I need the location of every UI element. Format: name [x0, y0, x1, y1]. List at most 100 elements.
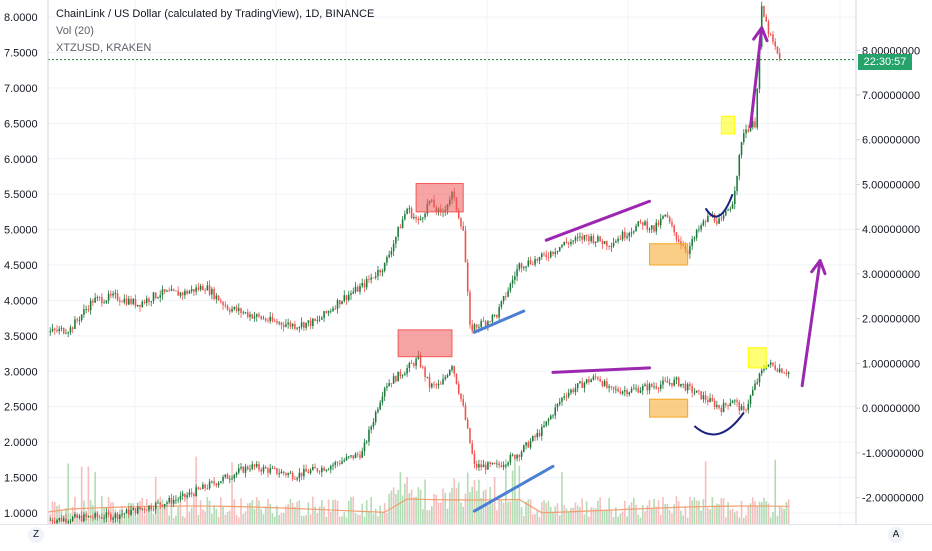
xtz-candle — [451, 366, 453, 370]
yellow-box-annotation[interactable] — [720, 115, 736, 135]
xtz-candle — [514, 454, 516, 459]
volume-bar — [190, 507, 193, 524]
volume-bar — [466, 472, 469, 524]
xtz-candle — [60, 517, 63, 522]
link-candle — [89, 300, 92, 311]
xtz-candle — [720, 407, 723, 413]
xtz-candle — [655, 386, 658, 389]
link-candle — [60, 327, 63, 329]
xtz-candle — [195, 487, 197, 497]
link-candle — [172, 289, 175, 291]
volume-bar — [664, 503, 667, 524]
xtz-candle — [184, 493, 186, 498]
link-candle — [361, 283, 364, 286]
xtz-candle — [729, 403, 732, 406]
link-candle — [175, 290, 177, 292]
link-candle — [336, 300, 339, 309]
link-candle — [769, 34, 772, 36]
purple-arrow-shaft[interactable] — [749, 26, 764, 129]
blue-trendline[interactable] — [472, 464, 555, 513]
xtz-candle — [246, 466, 249, 470]
link-candle — [635, 225, 637, 232]
xtz-candle — [386, 386, 388, 388]
xtz-candle — [273, 467, 276, 469]
navy-cup-curve[interactable] — [704, 193, 734, 218]
link-candle — [372, 277, 375, 279]
volume-bar — [249, 502, 251, 524]
blue-trendline[interactable] — [472, 309, 526, 334]
xtz-candle — [235, 472, 238, 475]
link-candle — [345, 295, 348, 301]
volume-bar — [677, 501, 680, 524]
xtz-candle — [787, 372, 790, 374]
link-candle — [381, 270, 384, 273]
volume-bar — [693, 497, 696, 524]
link-candle — [558, 246, 561, 251]
navy-cup-curve[interactable] — [693, 412, 745, 436]
right-axis-tick-label: 3.00000000 — [862, 269, 920, 281]
xtz-candle — [116, 513, 119, 519]
xtz-candle — [538, 432, 541, 437]
link-candle — [758, 46, 761, 89]
volume-bar — [754, 501, 756, 524]
purple-arrow-head[interactable] — [810, 259, 827, 276]
xtz-candle — [307, 471, 310, 474]
volume-bar — [644, 511, 646, 524]
xtz-candle — [237, 468, 240, 473]
link-candle — [606, 241, 608, 247]
xtz-candle — [543, 425, 545, 428]
xtz-candle — [163, 503, 166, 507]
xtz-candle — [103, 518, 105, 519]
volume-bar — [202, 509, 204, 524]
xtz-candle — [105, 512, 108, 519]
auto-scale-button[interactable]: A — [888, 527, 904, 543]
purple-trendline[interactable] — [551, 366, 652, 374]
volume-bar — [487, 505, 489, 524]
purple-arrow-head[interactable] — [752, 26, 769, 43]
xtz-candle — [536, 432, 539, 438]
xtz-candle — [128, 509, 130, 515]
orange-box-annotation[interactable] — [649, 398, 689, 418]
xtz-candle — [734, 400, 736, 402]
volume-bar — [711, 497, 714, 524]
volume-bar — [478, 479, 480, 524]
xtz-candle — [507, 462, 509, 465]
volume-bar — [585, 501, 588, 524]
left-axis-tick-label: 4.5000 — [4, 260, 38, 272]
volume-bar — [565, 508, 568, 524]
purple-arrow-shaft[interactable] — [800, 259, 822, 388]
orange-box-annotation[interactable] — [649, 243, 689, 266]
red-box-annotation[interactable] — [397, 329, 453, 358]
xtz-candle — [760, 370, 763, 374]
yellow-box-annotation[interactable] — [747, 347, 767, 369]
volume-bar — [576, 505, 579, 524]
xtz-candle — [83, 514, 85, 522]
purple-trendline[interactable] — [544, 199, 652, 242]
link-candle — [534, 259, 536, 265]
link-candle — [767, 21, 770, 35]
volume-bar — [278, 514, 280, 524]
xtz-candle — [677, 377, 680, 387]
red-box-annotation[interactable] — [415, 183, 464, 213]
xtz-candle — [143, 508, 146, 510]
link-candle — [101, 297, 103, 304]
volume-bar — [163, 505, 166, 524]
link-candle — [136, 304, 139, 307]
xtz-candle — [628, 392, 631, 395]
xtz-candle — [713, 400, 716, 407]
link-candle — [150, 301, 153, 302]
link-candle — [325, 311, 328, 313]
link-candle — [716, 221, 718, 224]
volume-bar — [134, 516, 137, 524]
volume-bar — [624, 500, 626, 524]
xtz-candle — [473, 453, 476, 464]
link-candle — [457, 210, 460, 219]
zoom-reset-button[interactable]: Z — [28, 527, 44, 543]
volume-bar — [395, 494, 397, 524]
link-candle — [626, 236, 628, 238]
xtz-candle — [502, 465, 505, 467]
drawing-annotations[interactable] — [397, 26, 827, 513]
link-candle — [244, 312, 247, 313]
volume-bar — [570, 507, 572, 524]
